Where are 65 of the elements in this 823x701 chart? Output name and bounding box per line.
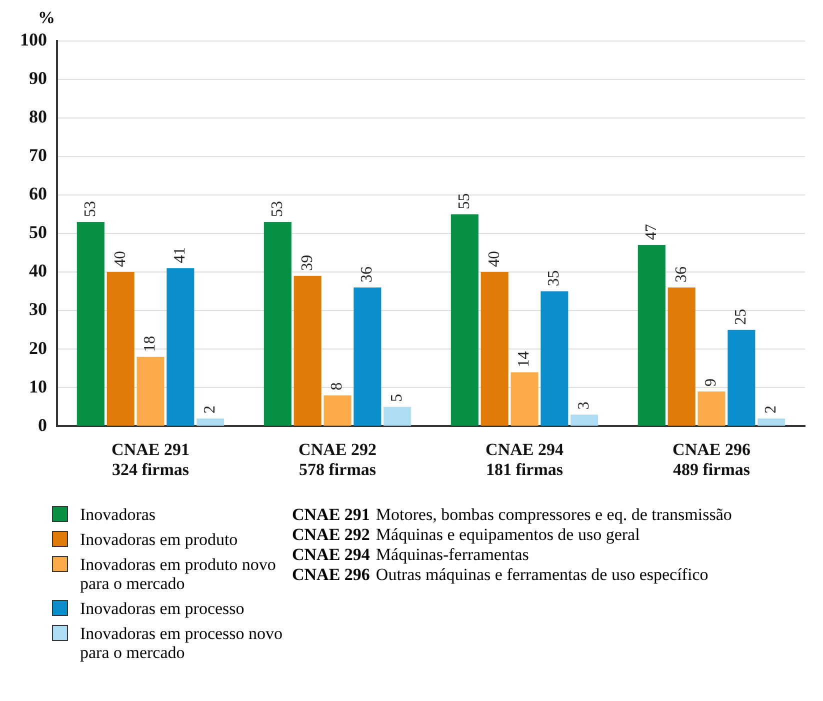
bar — [540, 291, 568, 426]
x-tick-label: CNAE 291 324 firmas — [112, 440, 190, 480]
y-tick-label: 30 — [29, 299, 47, 320]
data-label: 8 — [328, 382, 346, 390]
y-tick-label: 60 — [29, 184, 47, 204]
bar — [728, 330, 756, 426]
data-label: 53 — [82, 200, 99, 217]
legend-label: Inovadoras em processo novo para o mercado — [80, 624, 284, 662]
text: CNAE 292 Máquinas e equipamentos de uso geral — [292, 525, 641, 545]
legend-label: Inovadoras em produto novo para o mercado — [80, 555, 277, 593]
bar — [264, 222, 292, 426]
bar — [570, 414, 598, 426]
x-tick-label: CNAE 296 489 firmas — [672, 440, 750, 480]
data-label: 14 — [516, 351, 533, 368]
y-tick-label: 40 — [29, 260, 47, 281]
data-label: 39 — [298, 254, 316, 271]
data-label: 35 — [546, 270, 563, 286]
legend-label: Inovadoras em processo — [80, 599, 244, 618]
bar — [106, 272, 134, 426]
bar — [136, 356, 164, 426]
y-tick-label: 10 — [29, 376, 47, 396]
bar — [294, 276, 322, 426]
bar — [668, 287, 696, 426]
text: CNAE 296 Outras máquinas e ferramentas de uso específico — [292, 565, 710, 585]
data-label: 3 — [576, 402, 593, 410]
data-label: 5 — [388, 394, 406, 402]
x-tick-label: CNAE 294 181 firmas — [486, 440, 564, 480]
data-label: 40 — [112, 251, 129, 268]
data-label: 36 — [358, 266, 376, 282]
data-label: 53 — [268, 200, 286, 217]
legend-label: Inovadoras — [80, 505, 156, 524]
data-label: 36 — [672, 266, 690, 282]
bar — [758, 418, 786, 426]
data-label: 55 — [456, 193, 473, 210]
y-tick-label: 70 — [29, 145, 47, 166]
y-tick-label: 20 — [29, 338, 47, 358]
data-label: 18 — [142, 336, 159, 352]
data-label: 2 — [202, 405, 219, 414]
x-tick-label: CNAE 292 578 firmas — [298, 440, 376, 480]
bar — [324, 395, 352, 426]
y-axis-title: % — [38, 8, 55, 28]
bar — [196, 418, 224, 426]
bar — [166, 268, 194, 426]
text: CNAE 294 Máquinas-ferramentas — [292, 545, 530, 565]
bar — [384, 406, 412, 426]
legend-label: Inovadoras em produto — [80, 530, 238, 549]
bar — [510, 372, 538, 426]
data-label: 40 — [486, 251, 503, 268]
y-tick-label: 90 — [29, 68, 47, 88]
bar — [76, 222, 104, 426]
y-tick-label: 50 — [29, 222, 47, 242]
bar — [354, 287, 382, 426]
data-label: 25 — [732, 308, 750, 325]
y-tick-label: 100 — [20, 29, 47, 50]
bar — [450, 214, 478, 426]
data-label: 9 — [702, 378, 720, 387]
y-tick-label: 80 — [29, 106, 47, 127]
text: CNAE 291 Motores, bombas compressores e eq. de transmissão — [292, 505, 732, 525]
bar — [638, 245, 666, 426]
y-tick-label: 0 — [38, 414, 47, 435]
data-label: 47 — [642, 224, 660, 240]
data-label: 41 — [172, 247, 189, 264]
bar — [698, 392, 726, 426]
data-label: 2 — [762, 405, 780, 414]
bar — [480, 272, 508, 426]
